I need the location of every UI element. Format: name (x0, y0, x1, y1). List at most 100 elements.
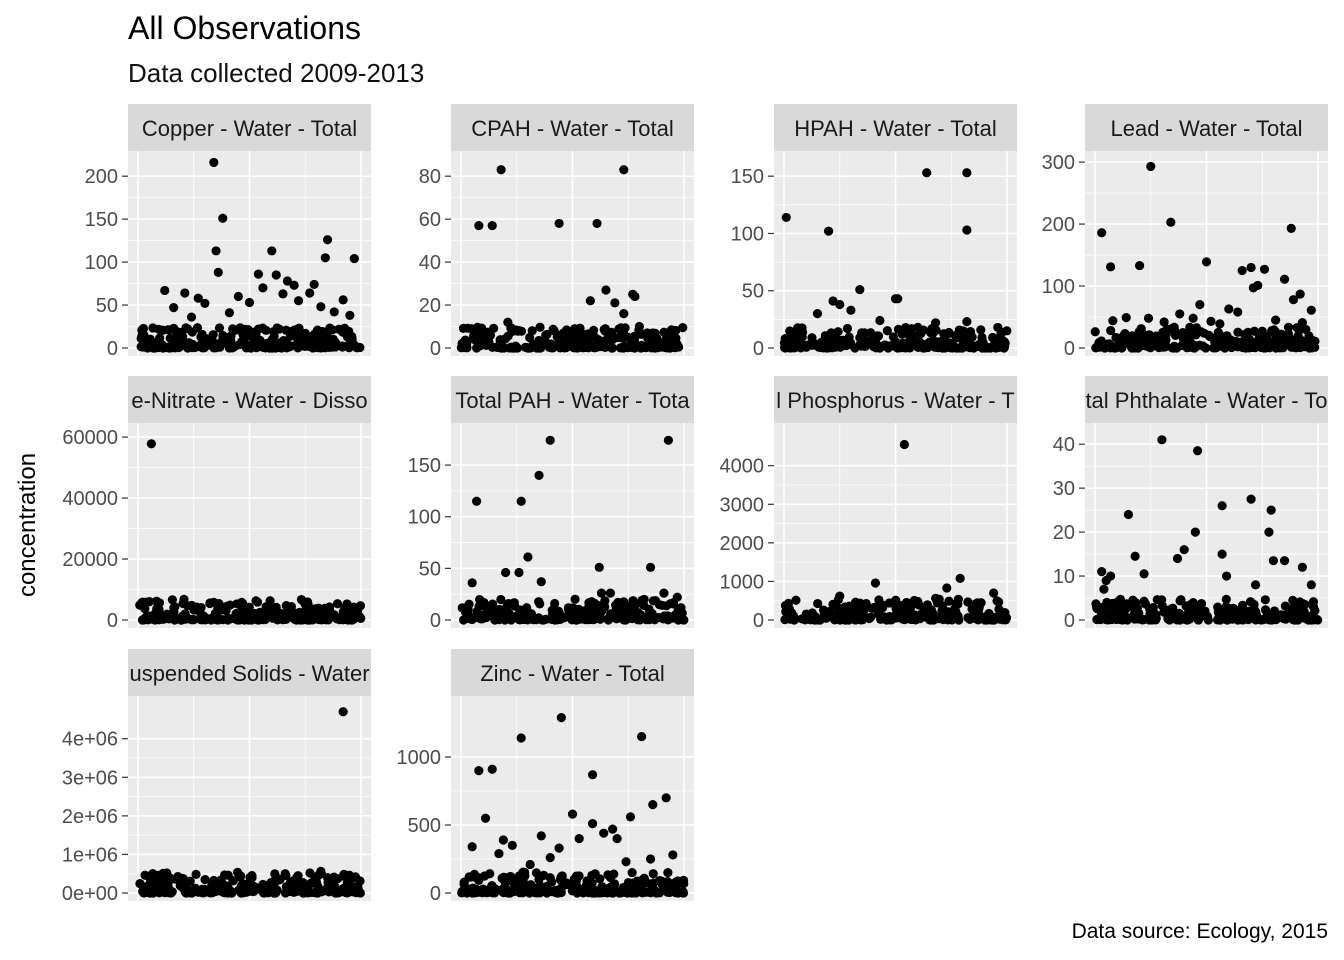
scatter-point (663, 435, 673, 445)
facet-strip (1085, 376, 1328, 423)
scatter-point (510, 601, 520, 611)
scatter-point (608, 881, 619, 892)
scatter-point (913, 322, 923, 332)
scatter-point (554, 218, 564, 229)
scatter-point (165, 333, 175, 343)
scatter-point (345, 880, 355, 890)
scatter-point (275, 342, 285, 352)
scatter-point (998, 615, 1008, 625)
scatter-point (472, 325, 482, 335)
y-tick-label: 0 (107, 610, 118, 632)
scatter-point (1197, 607, 1207, 618)
facet-strip (451, 376, 694, 423)
scatter-point (539, 870, 549, 880)
scatter-point (1305, 338, 1315, 348)
scatter-point (467, 842, 477, 852)
scatter-point (1291, 343, 1301, 353)
scatter-point (813, 598, 823, 609)
y-tick-label: 0 (1064, 338, 1075, 360)
scatter-point (278, 289, 288, 299)
scatter-point (599, 324, 609, 335)
scatter-point (305, 288, 315, 298)
scatter-point (1306, 305, 1316, 315)
y-tick-label: 60 (419, 209, 441, 231)
scatter-point (875, 315, 885, 326)
scatter-point (926, 615, 936, 625)
scatter-point (816, 342, 826, 353)
scatter-point (231, 325, 241, 335)
scatter-point (160, 285, 170, 296)
scatter-point (556, 875, 566, 886)
scatter-point (159, 342, 169, 352)
scatter-point (931, 318, 941, 328)
scatter-point (507, 840, 517, 851)
scatter-point (931, 593, 941, 604)
y-tick-label: 1000 (397, 747, 442, 769)
scatter-point (574, 604, 584, 614)
scatter-point (891, 595, 901, 605)
chart-subtitle: Data collected 2009-2013 (128, 58, 425, 88)
scatter-point (962, 333, 972, 343)
data-points (780, 439, 1012, 625)
scatter-point (535, 322, 545, 332)
facet-strip-label: Zinc - Water - Total (480, 661, 665, 686)
chart-title: All Observations (128, 10, 361, 46)
scatter-point (1166, 217, 1176, 227)
scatter-point (221, 887, 231, 897)
scatter-point (298, 888, 308, 898)
scatter-point (951, 599, 961, 609)
scatter-point (558, 328, 569, 338)
scatter-point (355, 876, 365, 886)
y-tick-label: 2e+06 (62, 806, 118, 828)
scatter-point (570, 594, 580, 604)
scatter-point (969, 343, 979, 353)
scatter-point (520, 871, 530, 881)
scatter-point (354, 611, 364, 622)
scatter-point (498, 835, 508, 845)
scatter-point (846, 305, 856, 315)
scatter-point (869, 602, 879, 613)
scatter-point (874, 595, 884, 605)
scatter-point (1233, 342, 1243, 352)
scatter-point (329, 307, 339, 317)
scatter-point (185, 876, 195, 886)
scatter-point (921, 339, 931, 349)
scatter-point (197, 342, 207, 352)
scatter-point (263, 888, 273, 898)
scatter-point (514, 326, 524, 336)
scatter-point (855, 333, 865, 343)
scatter-point (648, 878, 659, 888)
scatter-point (135, 600, 145, 610)
scatter-point (942, 583, 952, 593)
scatter-point (1108, 601, 1118, 611)
scatter-point (587, 770, 598, 780)
scatter-point (1099, 584, 1109, 594)
facet-strip (451, 649, 694, 696)
scatter-point (618, 333, 628, 343)
y-tick-label: 200 (1042, 214, 1075, 236)
scatter-point (1172, 553, 1183, 564)
scatter-point (1243, 327, 1253, 337)
scatter-point (1215, 319, 1225, 329)
scatter-point (1215, 615, 1225, 625)
scatter-point (670, 336, 680, 346)
scatter-point (501, 567, 511, 578)
scatter-point (193, 293, 203, 303)
scatter-point (597, 888, 608, 898)
scatter-point (882, 326, 892, 336)
scatter-point (1090, 327, 1100, 337)
scatter-point (625, 812, 636, 822)
scatter-point (531, 868, 542, 878)
facet-strip-label: uspended Solids - Water (129, 661, 369, 686)
scatter-point (139, 888, 150, 898)
scatter-point (1279, 556, 1290, 566)
scatter-point (824, 226, 834, 236)
scatter-point (474, 873, 485, 883)
data-points (1090, 161, 1320, 353)
scatter-point (603, 615, 614, 625)
scatter-point (1175, 309, 1185, 319)
scatter-point (989, 588, 999, 598)
y-tick-label: 3000 (720, 494, 765, 516)
scatter-point (494, 604, 505, 615)
scatter-point (487, 764, 497, 774)
